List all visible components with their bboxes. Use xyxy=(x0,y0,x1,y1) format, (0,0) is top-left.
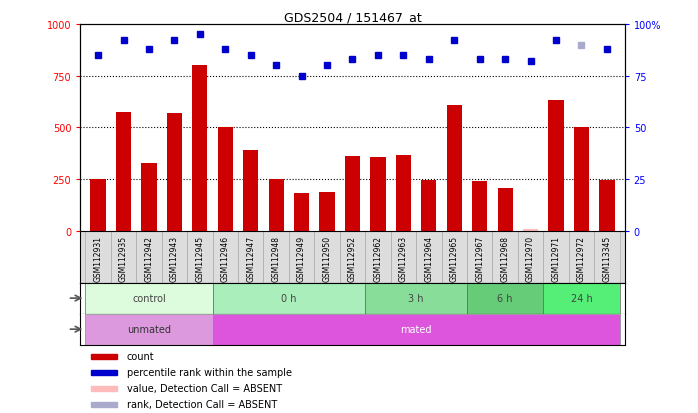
Bar xyxy=(162,231,187,283)
Text: GSM112968: GSM112968 xyxy=(500,235,510,281)
Bar xyxy=(574,128,589,231)
Text: GSM112948: GSM112948 xyxy=(272,235,281,281)
Bar xyxy=(518,231,543,283)
Text: count: count xyxy=(126,351,154,361)
Bar xyxy=(365,231,391,283)
Bar xyxy=(243,151,258,231)
Bar xyxy=(269,180,284,231)
Text: GSM113345: GSM113345 xyxy=(602,235,611,282)
Text: control: control xyxy=(132,293,166,304)
Bar xyxy=(492,231,518,283)
Bar xyxy=(111,231,136,283)
Text: GSM112931: GSM112931 xyxy=(94,235,103,281)
Text: GSM112947: GSM112947 xyxy=(246,235,255,281)
Text: GSM112963: GSM112963 xyxy=(399,235,408,281)
Bar xyxy=(91,354,117,359)
Text: GSM112949: GSM112949 xyxy=(297,235,306,281)
Bar xyxy=(549,101,564,231)
Text: GSM112945: GSM112945 xyxy=(195,235,205,281)
Bar xyxy=(472,182,487,231)
Text: 6 h: 6 h xyxy=(498,293,513,304)
Text: GSM112952: GSM112952 xyxy=(348,235,357,281)
Bar xyxy=(294,193,309,231)
Text: GSM112950: GSM112950 xyxy=(322,235,332,281)
Text: GSM112967: GSM112967 xyxy=(475,235,484,281)
Bar xyxy=(569,231,594,283)
Bar xyxy=(91,402,117,407)
Bar xyxy=(141,163,156,231)
Text: percentile rank within the sample: percentile rank within the sample xyxy=(126,368,292,377)
Bar xyxy=(371,158,385,231)
Bar xyxy=(187,231,213,283)
Bar xyxy=(416,231,442,283)
Text: GSM112970: GSM112970 xyxy=(526,235,535,281)
Text: 24 h: 24 h xyxy=(570,293,593,304)
Text: value, Detection Call = ABSENT: value, Detection Call = ABSENT xyxy=(126,383,282,393)
Bar xyxy=(600,181,614,231)
Bar xyxy=(345,157,360,231)
Bar xyxy=(340,231,365,283)
Bar xyxy=(421,181,436,231)
Bar xyxy=(91,386,117,391)
Title: GDS2504 / 151467_at: GDS2504 / 151467_at xyxy=(283,11,422,24)
Text: GSM112946: GSM112946 xyxy=(221,235,230,281)
Bar xyxy=(136,231,162,283)
Bar xyxy=(396,156,411,231)
Bar xyxy=(238,231,263,283)
Text: 0 h: 0 h xyxy=(281,293,297,304)
Bar xyxy=(467,283,543,314)
Text: GSM112935: GSM112935 xyxy=(119,235,128,281)
Bar xyxy=(447,105,462,231)
Text: GSM112971: GSM112971 xyxy=(551,235,560,281)
Bar xyxy=(213,314,620,345)
Bar xyxy=(213,231,238,283)
Bar xyxy=(320,192,334,231)
Bar xyxy=(192,66,207,231)
Bar xyxy=(85,283,213,314)
Text: unmated: unmated xyxy=(127,324,171,335)
Bar xyxy=(116,113,131,231)
Text: GSM112964: GSM112964 xyxy=(424,235,433,281)
Text: GSM112972: GSM112972 xyxy=(577,235,586,281)
Text: 3 h: 3 h xyxy=(408,293,424,304)
Bar xyxy=(167,114,182,231)
Bar xyxy=(289,231,314,283)
Bar xyxy=(91,370,117,375)
Text: rank, Detection Call = ABSENT: rank, Detection Call = ABSENT xyxy=(126,399,277,409)
Bar xyxy=(218,128,233,231)
Bar xyxy=(391,231,416,283)
Bar xyxy=(467,231,492,283)
Bar xyxy=(85,314,213,345)
Bar xyxy=(85,231,111,283)
Bar xyxy=(543,231,569,283)
Text: GSM112962: GSM112962 xyxy=(373,235,383,281)
Bar xyxy=(594,231,620,283)
Text: GSM112942: GSM112942 xyxy=(144,235,154,281)
Bar xyxy=(498,189,513,231)
Text: GSM112943: GSM112943 xyxy=(170,235,179,281)
Bar xyxy=(314,231,340,283)
Bar xyxy=(91,180,105,231)
Bar xyxy=(442,231,467,283)
Bar xyxy=(263,231,289,283)
Bar xyxy=(543,283,620,314)
Bar xyxy=(523,229,538,231)
Text: GSM112965: GSM112965 xyxy=(450,235,459,281)
Bar xyxy=(213,283,365,314)
Text: mated: mated xyxy=(401,324,432,335)
Bar xyxy=(365,283,467,314)
